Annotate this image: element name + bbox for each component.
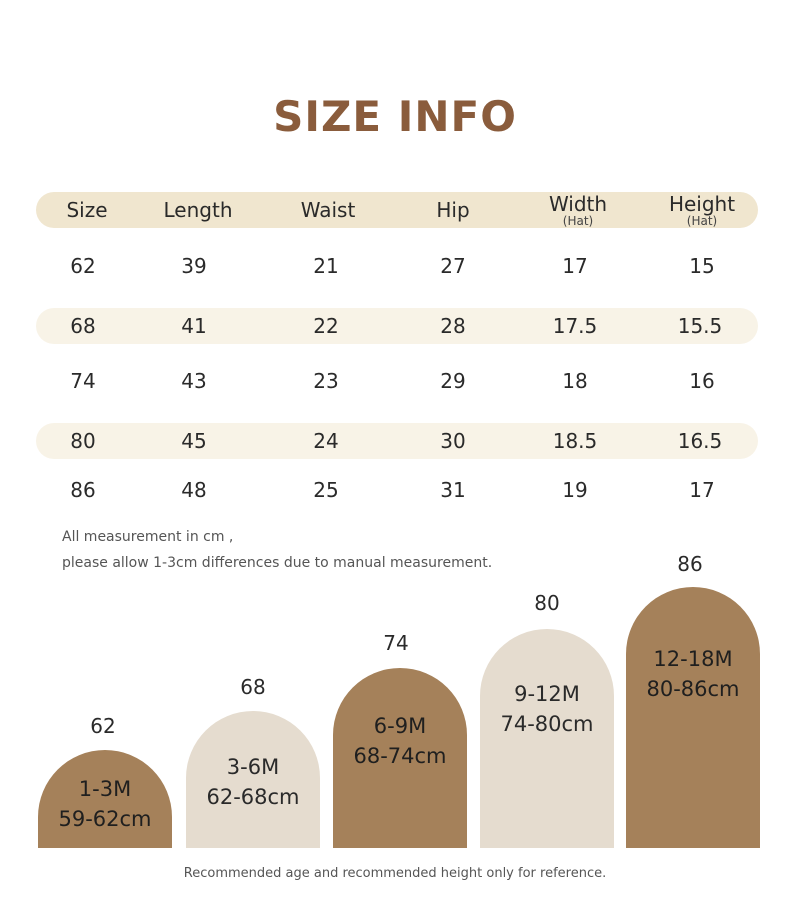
arch-height: 74-80cm: [500, 711, 594, 736]
table-cell: 31: [440, 478, 466, 502]
size-arch-68: 3-6M 62-68cm: [186, 711, 320, 848]
arch-age: 3-6M: [226, 754, 280, 779]
header-height: Height (Hat): [668, 192, 736, 228]
table-cell: 23: [313, 369, 339, 393]
measurement-note-line-2: please allow 1-3cm differences due to ma…: [62, 555, 493, 571]
table-row: 62 39 21 27 17 15: [36, 248, 758, 284]
table-row: 74 43 23 29 18 16: [36, 363, 758, 399]
arch-size-label: 86: [677, 552, 703, 576]
table-cell: 41: [181, 314, 207, 338]
table-row: 80 45 24 30 18.5 16.5: [36, 423, 758, 459]
page-title: SIZE INFO: [273, 92, 517, 141]
table-cell: 68: [70, 314, 96, 338]
arch-size-label: 68: [240, 675, 266, 699]
measurement-note-line-1: All measurement in cm ,: [62, 529, 234, 545]
table-header-row: Size Length Waist Hip Width (Hat) Height…: [36, 192, 758, 228]
arch-height: 59-62cm: [58, 807, 152, 831]
table-cell: 15.5: [677, 314, 723, 338]
header-hip: Hip: [436, 198, 470, 222]
arch-size-label: 80: [534, 591, 560, 615]
size-arch-86: 12-18M 80-86cm: [626, 587, 760, 848]
table-cell: 18.5: [552, 429, 598, 453]
table-cell: 17: [689, 478, 715, 502]
arch-height: 62-68cm: [206, 784, 300, 809]
table-cell: 29: [440, 369, 466, 393]
header-width: Width (Hat): [548, 192, 608, 228]
arch-height: 80-86cm: [646, 676, 740, 701]
header-waist: Waist: [300, 198, 356, 222]
table-cell: 28: [440, 314, 466, 338]
table-row: 86 48 25 31 19 17: [36, 472, 758, 508]
table-cell: 21: [313, 254, 339, 278]
table-cell: 27: [440, 254, 466, 278]
table-cell: 15: [689, 254, 715, 278]
table-cell: 62: [70, 254, 96, 278]
table-cell: 30: [440, 429, 466, 453]
table-cell: 48: [181, 478, 207, 502]
arch-age: 12-18M: [653, 646, 733, 671]
arch-size-label: 74: [383, 631, 409, 655]
size-arch-80: 9-12M 74-80cm: [480, 629, 614, 848]
table-cell: 17.5: [552, 314, 598, 338]
table-cell: 16: [689, 369, 715, 393]
table-row: 68 41 22 28 17.5 15.5: [36, 308, 758, 344]
arch-age: 6-9M: [373, 714, 427, 738]
table-cell: 16.5: [677, 429, 723, 453]
table-cell: 25: [313, 478, 339, 502]
table-cell: 45: [181, 429, 207, 453]
size-arch-74: 6-9M 68-74cm: [333, 668, 467, 848]
table-cell: 86: [70, 478, 96, 502]
header-length: Length: [163, 198, 233, 222]
table-cell: 18: [562, 369, 588, 393]
table-cell: 74: [70, 369, 96, 393]
table-cell: 17: [562, 254, 588, 278]
arch-size-label: 62: [90, 714, 116, 738]
arch-age: 1-3M: [78, 777, 132, 801]
table-cell: 43: [181, 369, 207, 393]
footer-note: Recommended age and recommended height o…: [183, 866, 607, 881]
header-size: Size: [66, 198, 108, 222]
table-cell: 80: [70, 429, 96, 453]
table-cell: 19: [562, 478, 588, 502]
table-cell: 22: [313, 314, 339, 338]
size-arch-62: 1-3M 59-62cm: [38, 750, 172, 848]
arch-height: 68-74cm: [353, 744, 447, 768]
arch-age: 9-12M: [514, 681, 580, 706]
table-cell: 39: [181, 254, 207, 278]
table-cell: 24: [313, 429, 339, 453]
